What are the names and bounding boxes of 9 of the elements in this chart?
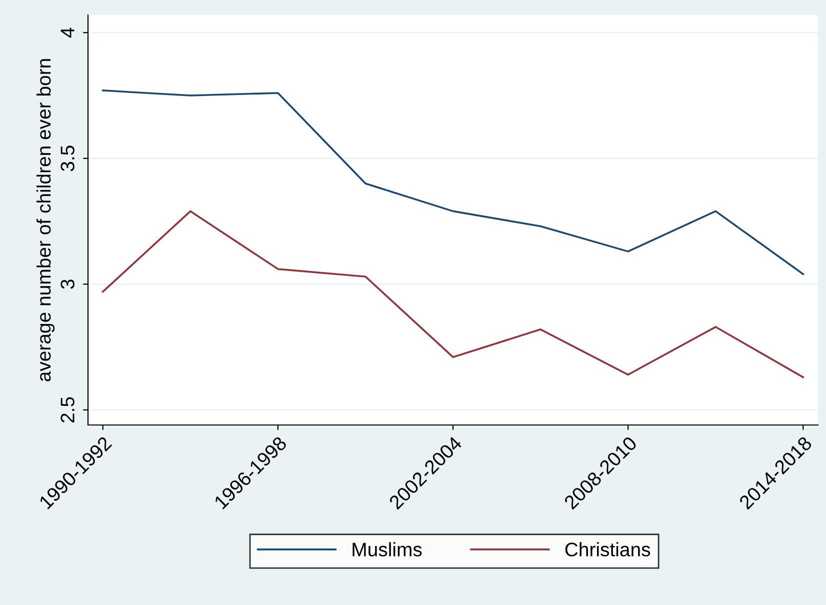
line-series: [102, 90, 804, 275]
line-series: [102, 210, 804, 378]
y-axis-title: average number of children ever born: [36, 59, 55, 382]
y-tick-label: 3.5: [60, 146, 74, 172]
legend-label: Christians: [565, 542, 650, 556]
legend-label: Muslims: [352, 542, 422, 556]
y-tick-label: 2.5: [60, 397, 74, 422]
y-tick-label: 4: [60, 28, 74, 38]
y-tick-label: 3: [60, 280, 74, 289]
